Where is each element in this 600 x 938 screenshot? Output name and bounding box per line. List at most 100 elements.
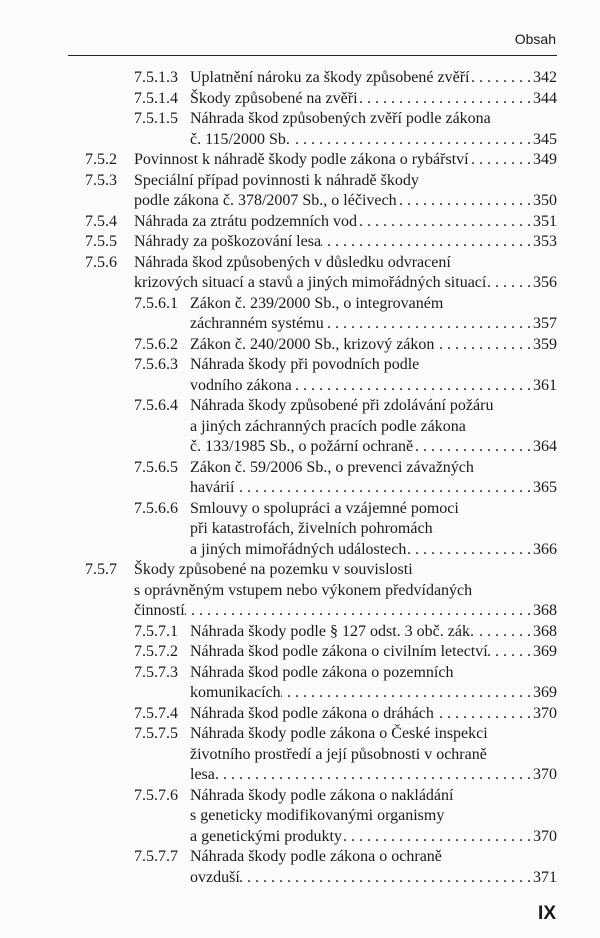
entry-title: komunikacích [190,684,281,701]
entry-title: s oprávněným vstupem nebo výkonem předví… [134,581,473,599]
page-ref[interactable]: 368 [533,622,557,640]
entry-line: a genetickými produkty 370 [190,827,557,848]
entry-line: vodního zákona 361 [190,376,557,397]
page-ref[interactable]: 350 [533,192,557,209]
entry-line: Škody způsobené na pozemku v souvislosti [134,560,557,581]
dot-leader [215,765,533,786]
entry-title: Uplatnění nároku za škody způsobené zvěř… [190,69,470,86]
toc-entry[interactable]: 7.5.7.7 Náhrada škody podle zákona o ochr… [0,847,600,888]
toc-entry[interactable]: 7.5.2 Povinnost k náhradě škody podle zák… [0,150,600,171]
entry-title: Škody způsobené na zvěři [190,89,358,107]
entry-title: Náhrada škody při povodních podle [190,356,420,373]
entry-line: životního prostředí a její působnosti v … [190,745,557,766]
section-number: 7.5.6.2 [134,335,178,353]
page-ref[interactable]: 369 [533,684,557,701]
section-number: 7.5.7.5 [134,725,178,742]
entry-line: Zákon č. 240/2000 Sb., krizový zákon 359 [190,335,557,356]
section-number: 7.5.6.3 [134,356,178,373]
toc-entry[interactable]: 7.5.6.6 Smlouvy o spolupráci a vzájemné p… [0,499,600,561]
dot-leader [357,212,533,233]
page-ref[interactable]: 357 [533,315,557,332]
toc-entry[interactable]: 7.5.5 Náhrady za poškozování lesa 353 [0,232,600,253]
page-ref[interactable]: 359 [533,335,557,353]
entry-title: Zákon č. 240/2000 Sb., krizový zákon [190,335,435,353]
toc-entry[interactable]: 7.5.6.2 Zákon č. 240/2000 Sb., krizový zá… [0,335,600,356]
toc-entry[interactable]: 7.5.6.5 Zákon č. 59/2006 Sb., o prevenci … [0,458,600,499]
entry-line: Náhrada škod podle zákona o dráhách 370 [190,704,557,725]
page-ref[interactable]: 356 [533,274,557,291]
toc-entry[interactable]: 7.5.1.4 Škody způsobené na zvěři 344 [0,89,600,110]
dot-leader [406,540,533,561]
entry-title: podle zákona č. 378/2007 Sb., o léčivech [134,192,397,209]
page-ref[interactable]: 371 [533,868,557,886]
entry-title: Speciální případ povinnosti k náhradě šk… [134,171,419,189]
toc-entry[interactable]: 7.5.6 Náhrada škod způsobených v důsledku… [0,253,600,294]
entry-line: Škody způsobené na zvěři 344 [190,89,557,110]
page-ref[interactable]: 365 [533,479,557,496]
entry-line: Speciální případ povinnosti k náhradě šk… [134,171,557,192]
section-number: 7.5.7.3 [134,663,178,681]
page-ref[interactable]: 361 [533,376,557,394]
section-number: 7.5.7.7 [134,848,178,865]
page-ref[interactable]: 370 [533,766,557,783]
section-number: 7.5.6 [85,253,117,271]
section-number: 7.5.7.4 [134,704,178,722]
toc-entry[interactable]: 7.5.6.1 Zákon č. 239/2000 Sb., o integrov… [0,294,600,335]
page-ref[interactable]: 370 [533,827,557,845]
page-ref[interactable]: 344 [533,89,557,107]
toc-entry[interactable]: 7.5.7.3 Náhrada škod podle zákona o pozem… [0,663,600,704]
toc-entry[interactable]: 7.5.7.4 Náhrada škod podle zákona o dráhá… [0,704,600,725]
entry-line: č. 133/1985 Sb., o požární ochraně 364 [190,437,557,458]
page-ref[interactable]: 353 [533,233,557,250]
section-number: 7.5.4 [85,212,117,230]
section-number: 7.5.7.1 [134,622,178,640]
page-ref[interactable]: 364 [533,438,557,455]
page-ref[interactable]: 351 [533,212,557,230]
entry-title: Náhrada škod podle zákona o civilním let… [190,643,488,660]
entry-line: č. 115/2000 Sb. 345 [190,130,557,151]
entry-line: Povinnost k náhradě škody podle zákona o… [134,150,557,171]
toc-entry[interactable]: 7.5.4 Náhrada za ztrátu podzemních vod 351 [0,212,600,233]
dot-leader [324,314,533,335]
dot-leader [358,89,533,110]
toc-entry[interactable]: 7.5.7.2 Náhrada škod podle zákona o civil… [0,642,600,663]
page-ref[interactable]: 368 [533,602,557,619]
dot-leader [281,683,533,704]
entry-title: Náhrada škody podle zákona o nakládání [190,786,454,804]
entry-title: Smlouvy o spolupráci a vzájemné pomoci [190,499,459,517]
page-ref[interactable]: 370 [533,704,557,722]
entry-title: záchranném systému [190,315,324,332]
page-ref[interactable]: 345 [533,130,557,148]
dot-leader [474,622,533,643]
toc-entry[interactable]: 7.5.1.3 Uplatnění nároku za škody způsobe… [0,68,600,89]
toc-entry[interactable]: 7.5.7.6 Náhrada škody podle zákona o nakl… [0,786,600,848]
toc-entry[interactable]: 7.5.3 Speciální případ povinnosti k náhra… [0,171,600,212]
toc-entry[interactable]: 7.5.7.5 Náhrada škody podle zákona o Česk… [0,724,600,786]
entry-line: Zákon č. 59/2006 Sb., o prevenci závažný… [190,458,557,479]
page-ref[interactable]: 349 [533,151,557,168]
page-ref[interactable]: 366 [533,540,557,558]
entry-title: Náhrada škody podle zákona o České inspe… [190,725,488,742]
entry-title: Náhrada škod podle zákona o dráhách [190,704,434,722]
entry-line: havárií 365 [190,478,557,499]
dot-leader [413,437,533,458]
entry-title: a jiných záchranných pracích podle zákon… [190,417,466,435]
page-ref[interactable]: 369 [533,643,557,660]
toc-entry[interactable]: 7.5.6.4 Náhrada škody způsobené při zdolá… [0,396,600,458]
entry-title: Zákon č. 239/2000 Sb., o integrovaném [190,294,444,312]
toc-entry[interactable]: 7.5.7.1 Náhrada škody podle § 127 odst. 3… [0,622,600,643]
toc-entry[interactable]: 7.5.6.3 Náhrada škody při povodních podle… [0,355,600,396]
dot-leader [486,273,533,294]
section-number: 7.5.7.6 [134,786,178,804]
toc-entry[interactable]: 7.5.7 Škody způsobené na pozemku v souvis… [0,560,600,622]
entry-line: Náhrada škody podle § 127 odst. 3 obč. z… [190,622,557,643]
entry-title: Povinnost k náhradě škody podle zákona o… [134,151,469,168]
page-ref[interactable]: 342 [533,69,557,86]
toc-entry[interactable]: 7.5.1.5 Náhrada škod způsobených zvěří po… [0,109,600,150]
entry-line: s geneticky modifikovanými organismy [190,806,557,827]
dot-leader [290,130,533,151]
entry-line: Náhrada škod podle zákona o civilním let… [190,642,557,663]
dot-leader [342,827,533,848]
section-number: 7.5.1.5 [134,110,178,127]
entry-line: Náhrada škod podle zákona o pozemních [190,663,557,684]
